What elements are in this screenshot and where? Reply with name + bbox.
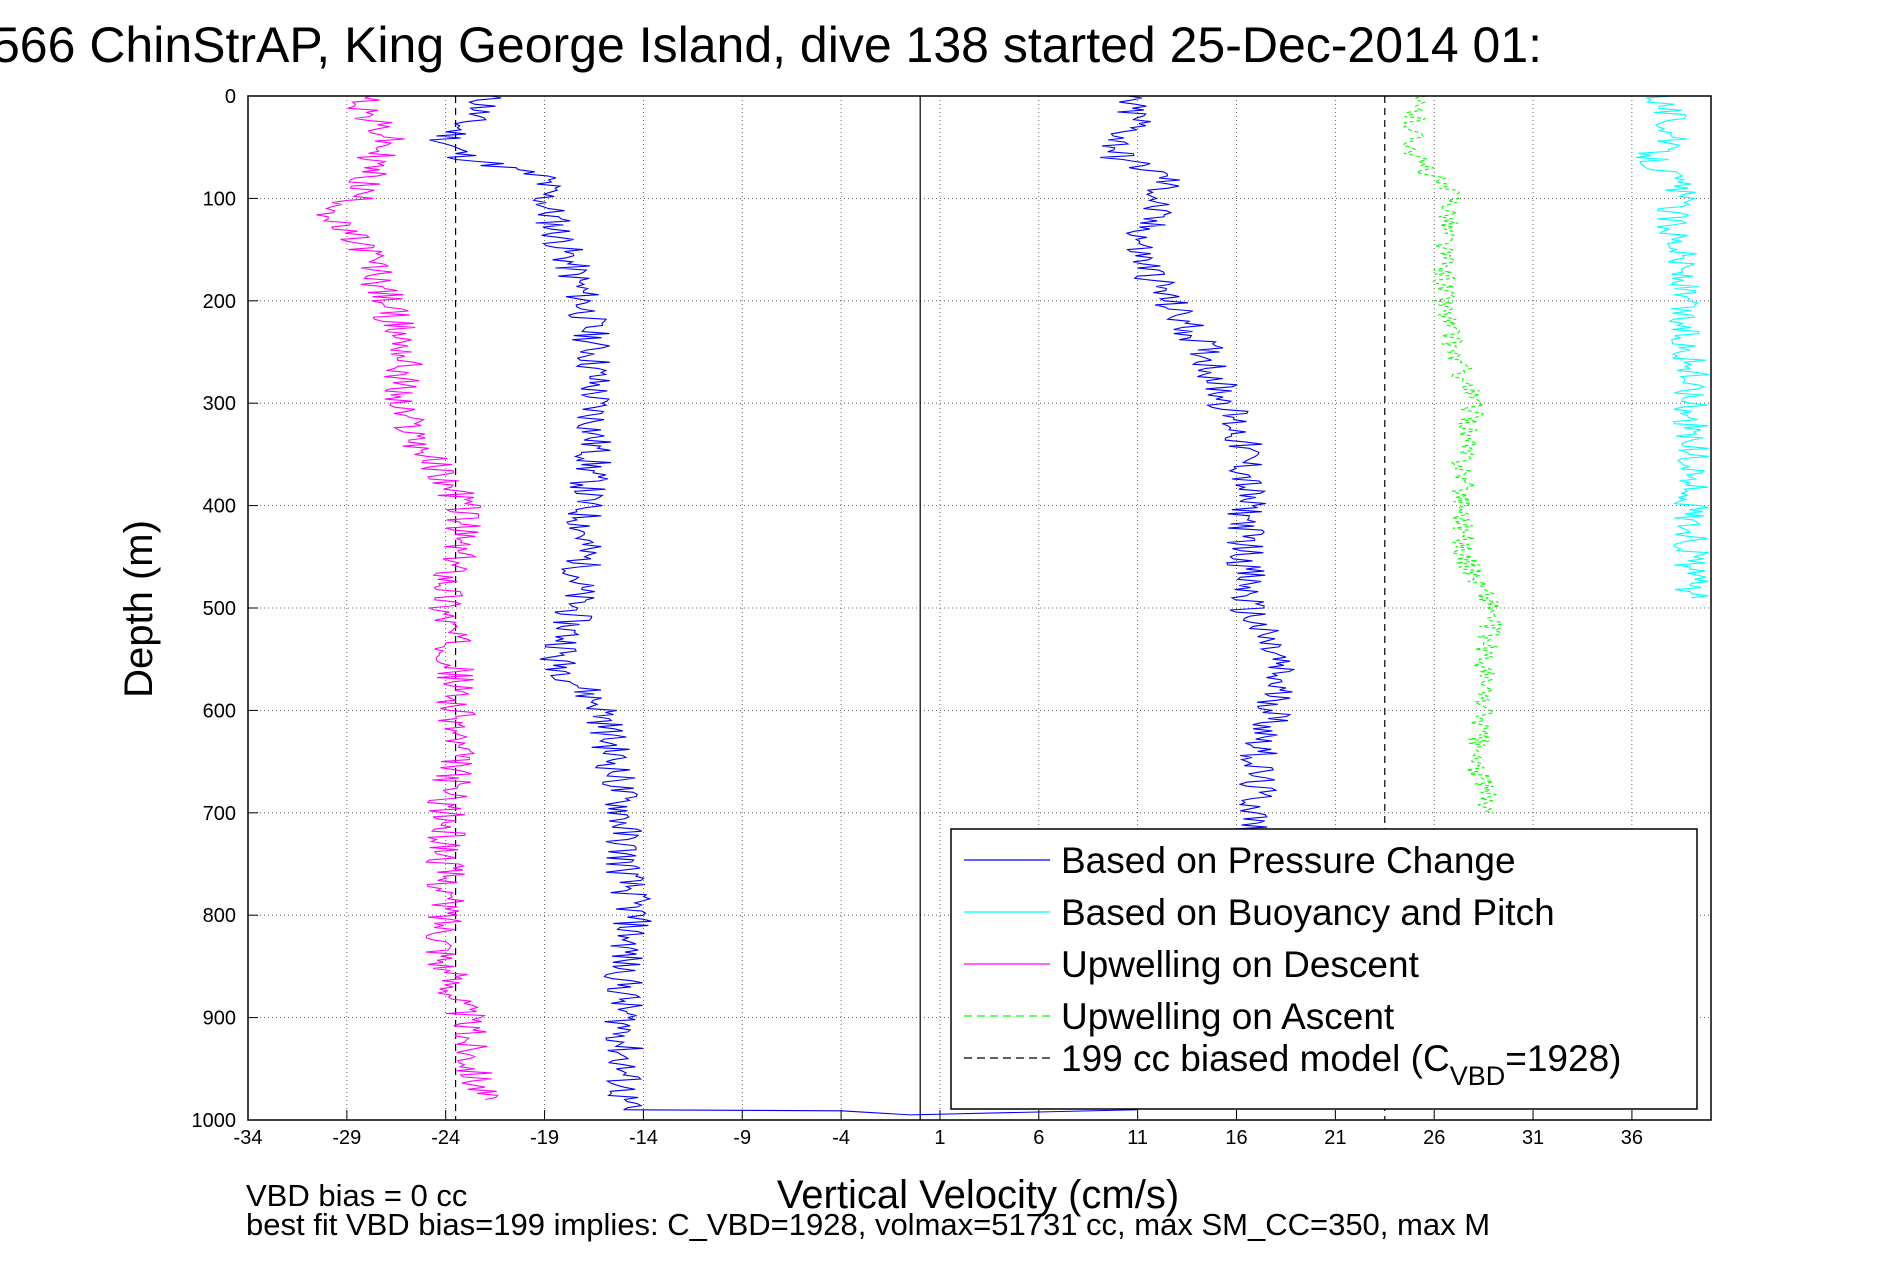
x-tick-label: -24 [431, 1127, 460, 1149]
y-tick-label: 0 [225, 86, 236, 108]
grid [248, 96, 1711, 1120]
series-line-3 [1401, 95, 1503, 814]
x-tick-label: 36 [1621, 1127, 1643, 1149]
y-tick-label: 900 [203, 1008, 236, 1030]
x-tick-label: -19 [530, 1127, 559, 1149]
legend: Based on Pressure Change Based on Buoyanc… [950, 828, 1698, 1110]
x-tick-label: 6 [1033, 1127, 1044, 1149]
legend-label: Upwelling on Ascent [1061, 996, 1395, 1037]
y-tick-label: 300 [203, 393, 236, 415]
series-bottom-segment [623, 1109, 1138, 1116]
x-tick-label: -9 [733, 1127, 751, 1149]
legend-label: Based on Pressure Change [1061, 840, 1516, 881]
footnote-bias: VBD bias = 0 cc [246, 1178, 467, 1213]
y-tick-label: 100 [203, 188, 236, 210]
x-tick-label: -4 [832, 1127, 850, 1149]
series-line-0 [429, 95, 652, 1111]
x-tick-label: 11 [1127, 1127, 1148, 1149]
footnote-fit: best fit VBD bias=199 implies: C_VBD=192… [246, 1207, 1490, 1242]
y-tick-label: 600 [203, 700, 236, 722]
x-tick-label: 16 [1225, 1127, 1247, 1149]
y-axis-label: Depth (m) [117, 520, 161, 698]
y-tick-label: 1000 [192, 1110, 237, 1132]
chart-title: 566 ChinStrAP, King George Island, dive … [0, 17, 1542, 73]
y-tick-label: 400 [203, 496, 236, 518]
y-tick-label: 200 [203, 291, 236, 313]
x-tick-label: -34 [234, 1127, 263, 1149]
x-tick-label: 21 [1324, 1127, 1346, 1149]
series-line-4 [1635, 95, 1710, 599]
x-tick-label: 1 [934, 1127, 945, 1149]
legend-label: Upwelling on Descent [1061, 944, 1420, 985]
series-line-1 [1100, 95, 1296, 834]
legend-box [950, 828, 1698, 1110]
x-axis-label: Vertical Velocity (cm/s) [777, 1173, 1179, 1217]
x-tick-label: 31 [1522, 1127, 1544, 1149]
y-tick-label: 700 [203, 803, 236, 825]
ticks: -34 -29 -24 -19 -14 -9 -4 1 6 11 16 21 26 31 360100200… [192, 86, 1644, 1149]
y-tick-label: 800 [203, 905, 236, 927]
x-tick-label: -29 [332, 1127, 361, 1149]
y-tick-label: 500 [203, 598, 236, 620]
x-tick-label: 26 [1423, 1127, 1445, 1149]
series-line-2 [316, 95, 499, 1101]
legend-label: Based on Buoyancy and Pitch [1061, 892, 1555, 933]
x-tick-label: -14 [629, 1127, 658, 1149]
legend-label: 199 cc biased model (CVBD=1928) [1061, 1038, 1621, 1091]
